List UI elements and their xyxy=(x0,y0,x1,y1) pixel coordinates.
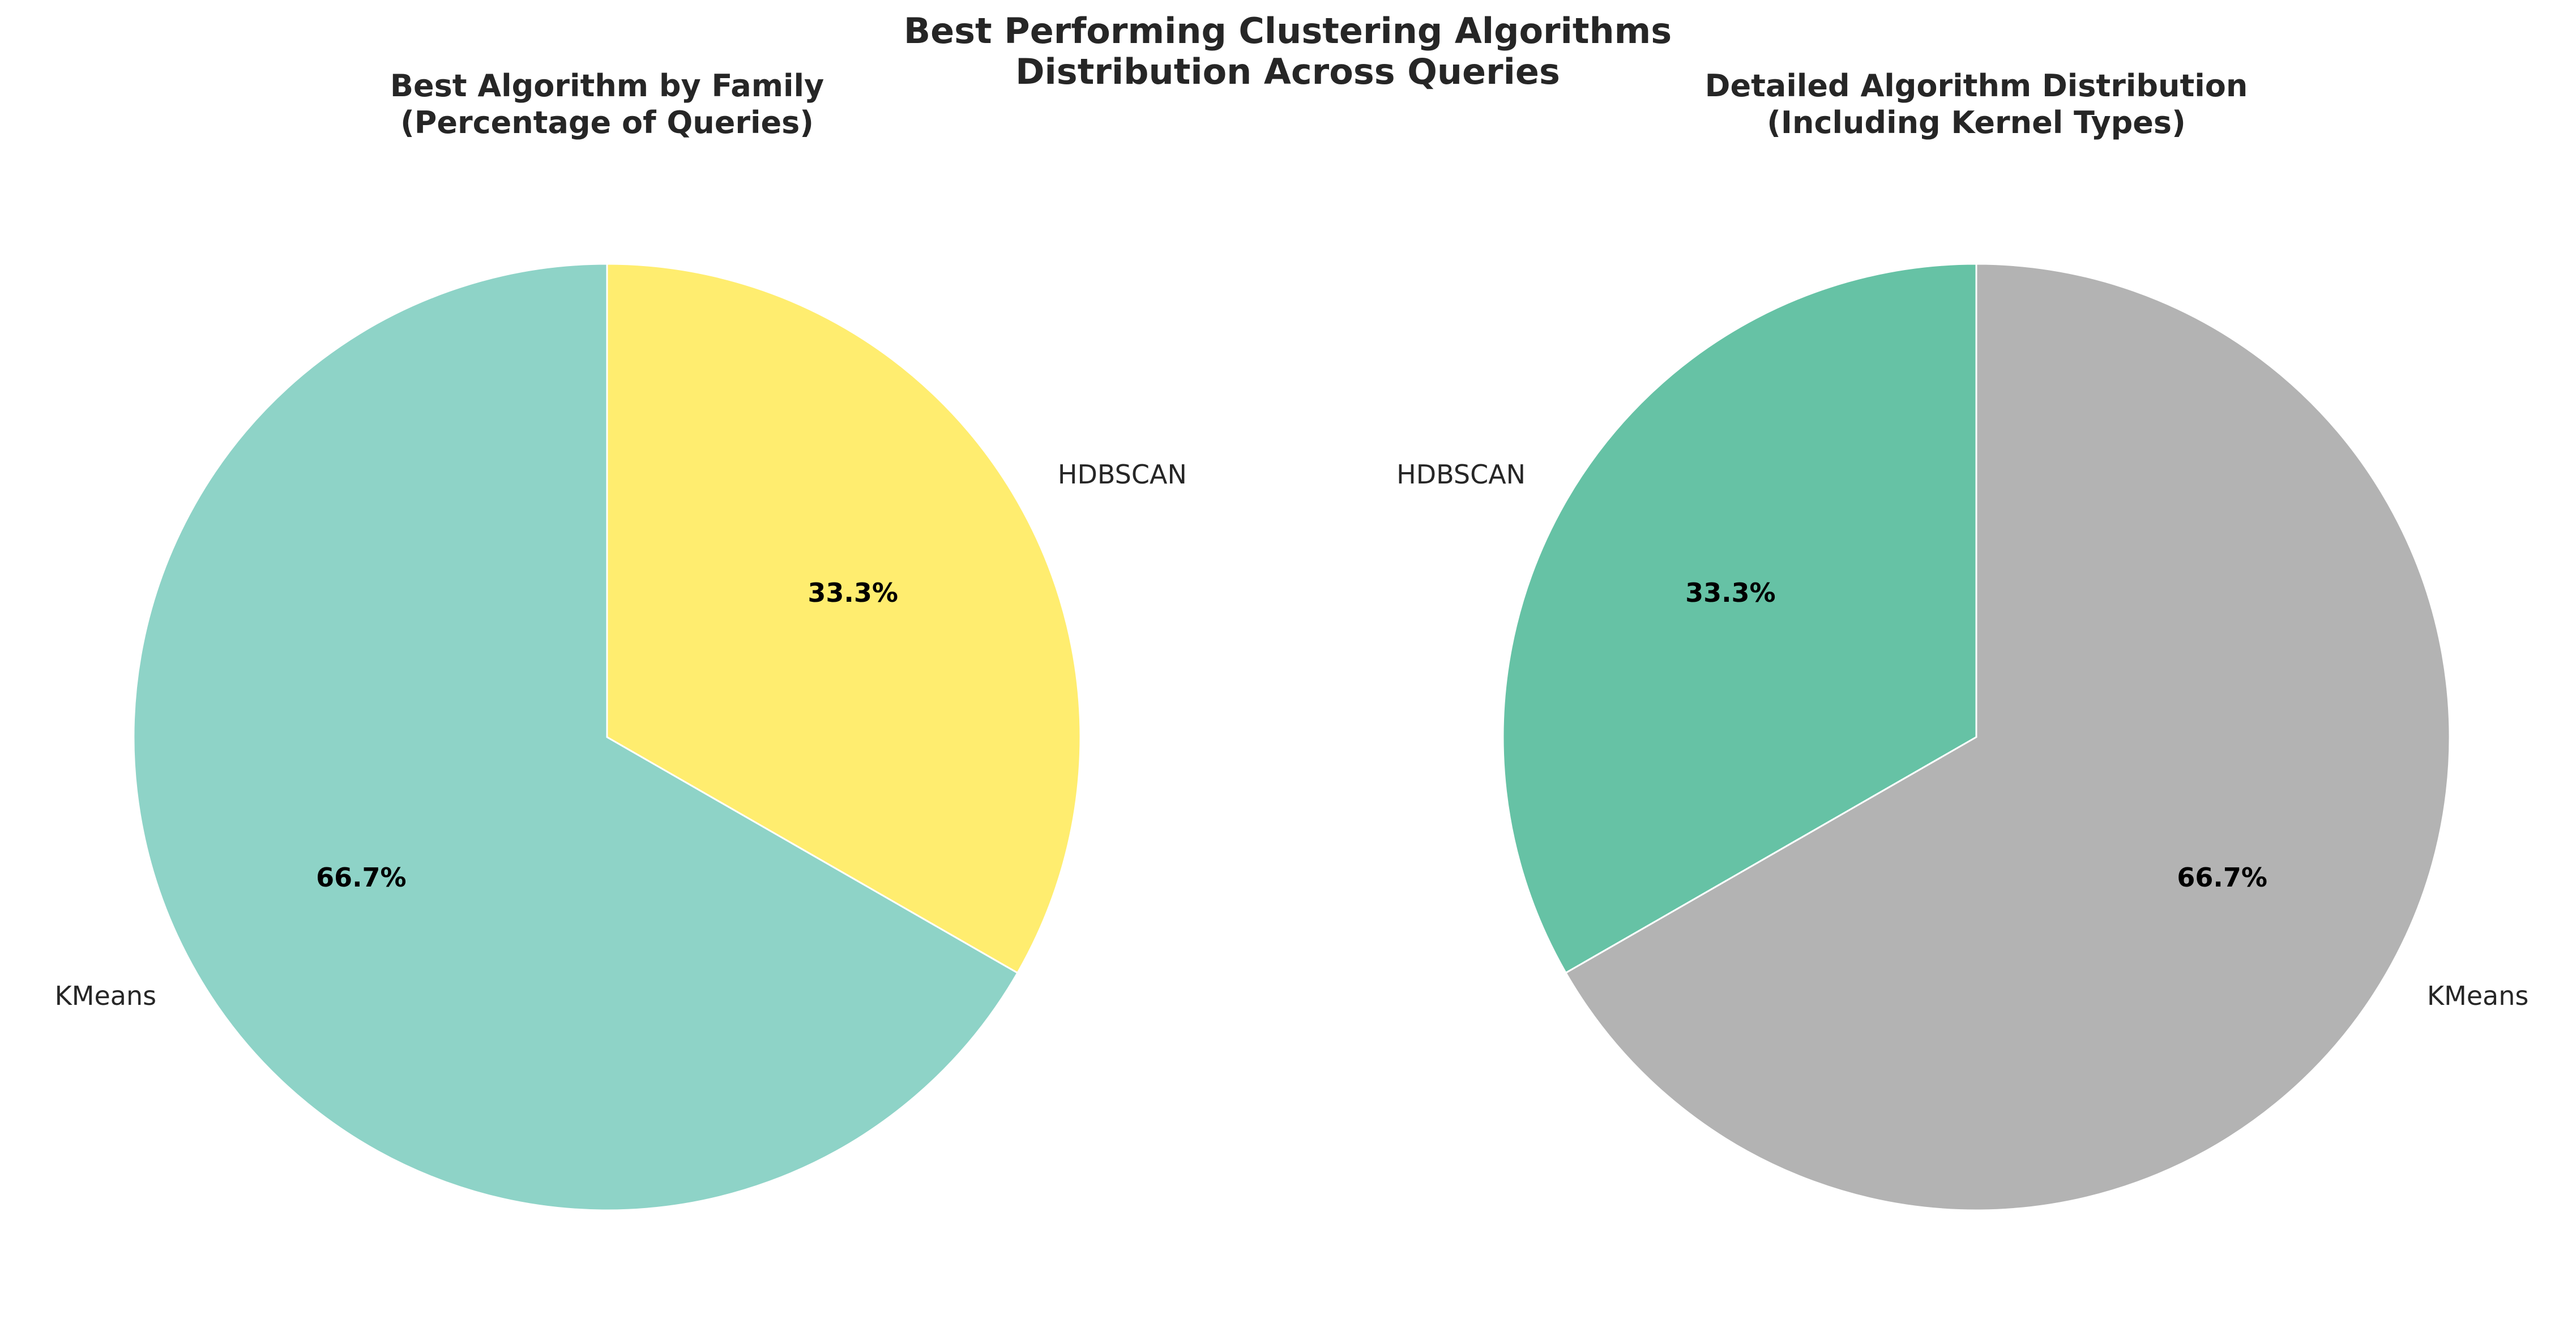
figure-title-line1: Best Performing Clustering Algorithms xyxy=(904,10,1672,52)
pie-family-slice-hdbscan xyxy=(606,263,1082,974)
pie-family-title-line2: (Percentage of Queries) xyxy=(400,105,814,140)
pie-detailed-pct-label-hdbscan: 33.3% xyxy=(1685,577,1776,608)
pie-family-category-label-kmeans: KMeans xyxy=(55,981,156,1011)
pie-family-title-line1: Best Algorithm by Family xyxy=(390,68,824,104)
pie-detailed-slice-hdbscan xyxy=(1502,263,1977,974)
pie-family-pct-label-kmeans: 66.7% xyxy=(316,862,407,893)
pie-detailed-slice-kmeans xyxy=(1565,263,2451,1211)
pie-detailed-category-label-kmeans: KMeans xyxy=(2427,981,2528,1011)
pie-chart-family: Best Algorithm by Family (Percentage of … xyxy=(55,68,1187,1211)
figure-title-line2: Distribution Across Queries xyxy=(1015,51,1560,92)
pie-chart-detailed: Detailed Algorithm Distribution (Includi… xyxy=(1396,68,2528,1211)
pie-family-category-label-hdbscan: HDBSCAN xyxy=(1058,459,1187,490)
pie-detailed-category-label-hdbscan: HDBSCAN xyxy=(1396,459,1526,490)
pie-detailed-title-line1: Detailed Algorithm Distribution xyxy=(1705,68,2248,104)
pie-detailed-title-line2: (Including Kernel Types) xyxy=(1767,105,2186,140)
pie-family-slice-kmeans xyxy=(133,263,1019,1211)
pie-family-pct-label-hdbscan: 33.3% xyxy=(808,577,898,608)
pie-detailed-pct-label-kmeans: 66.7% xyxy=(2177,862,2267,893)
